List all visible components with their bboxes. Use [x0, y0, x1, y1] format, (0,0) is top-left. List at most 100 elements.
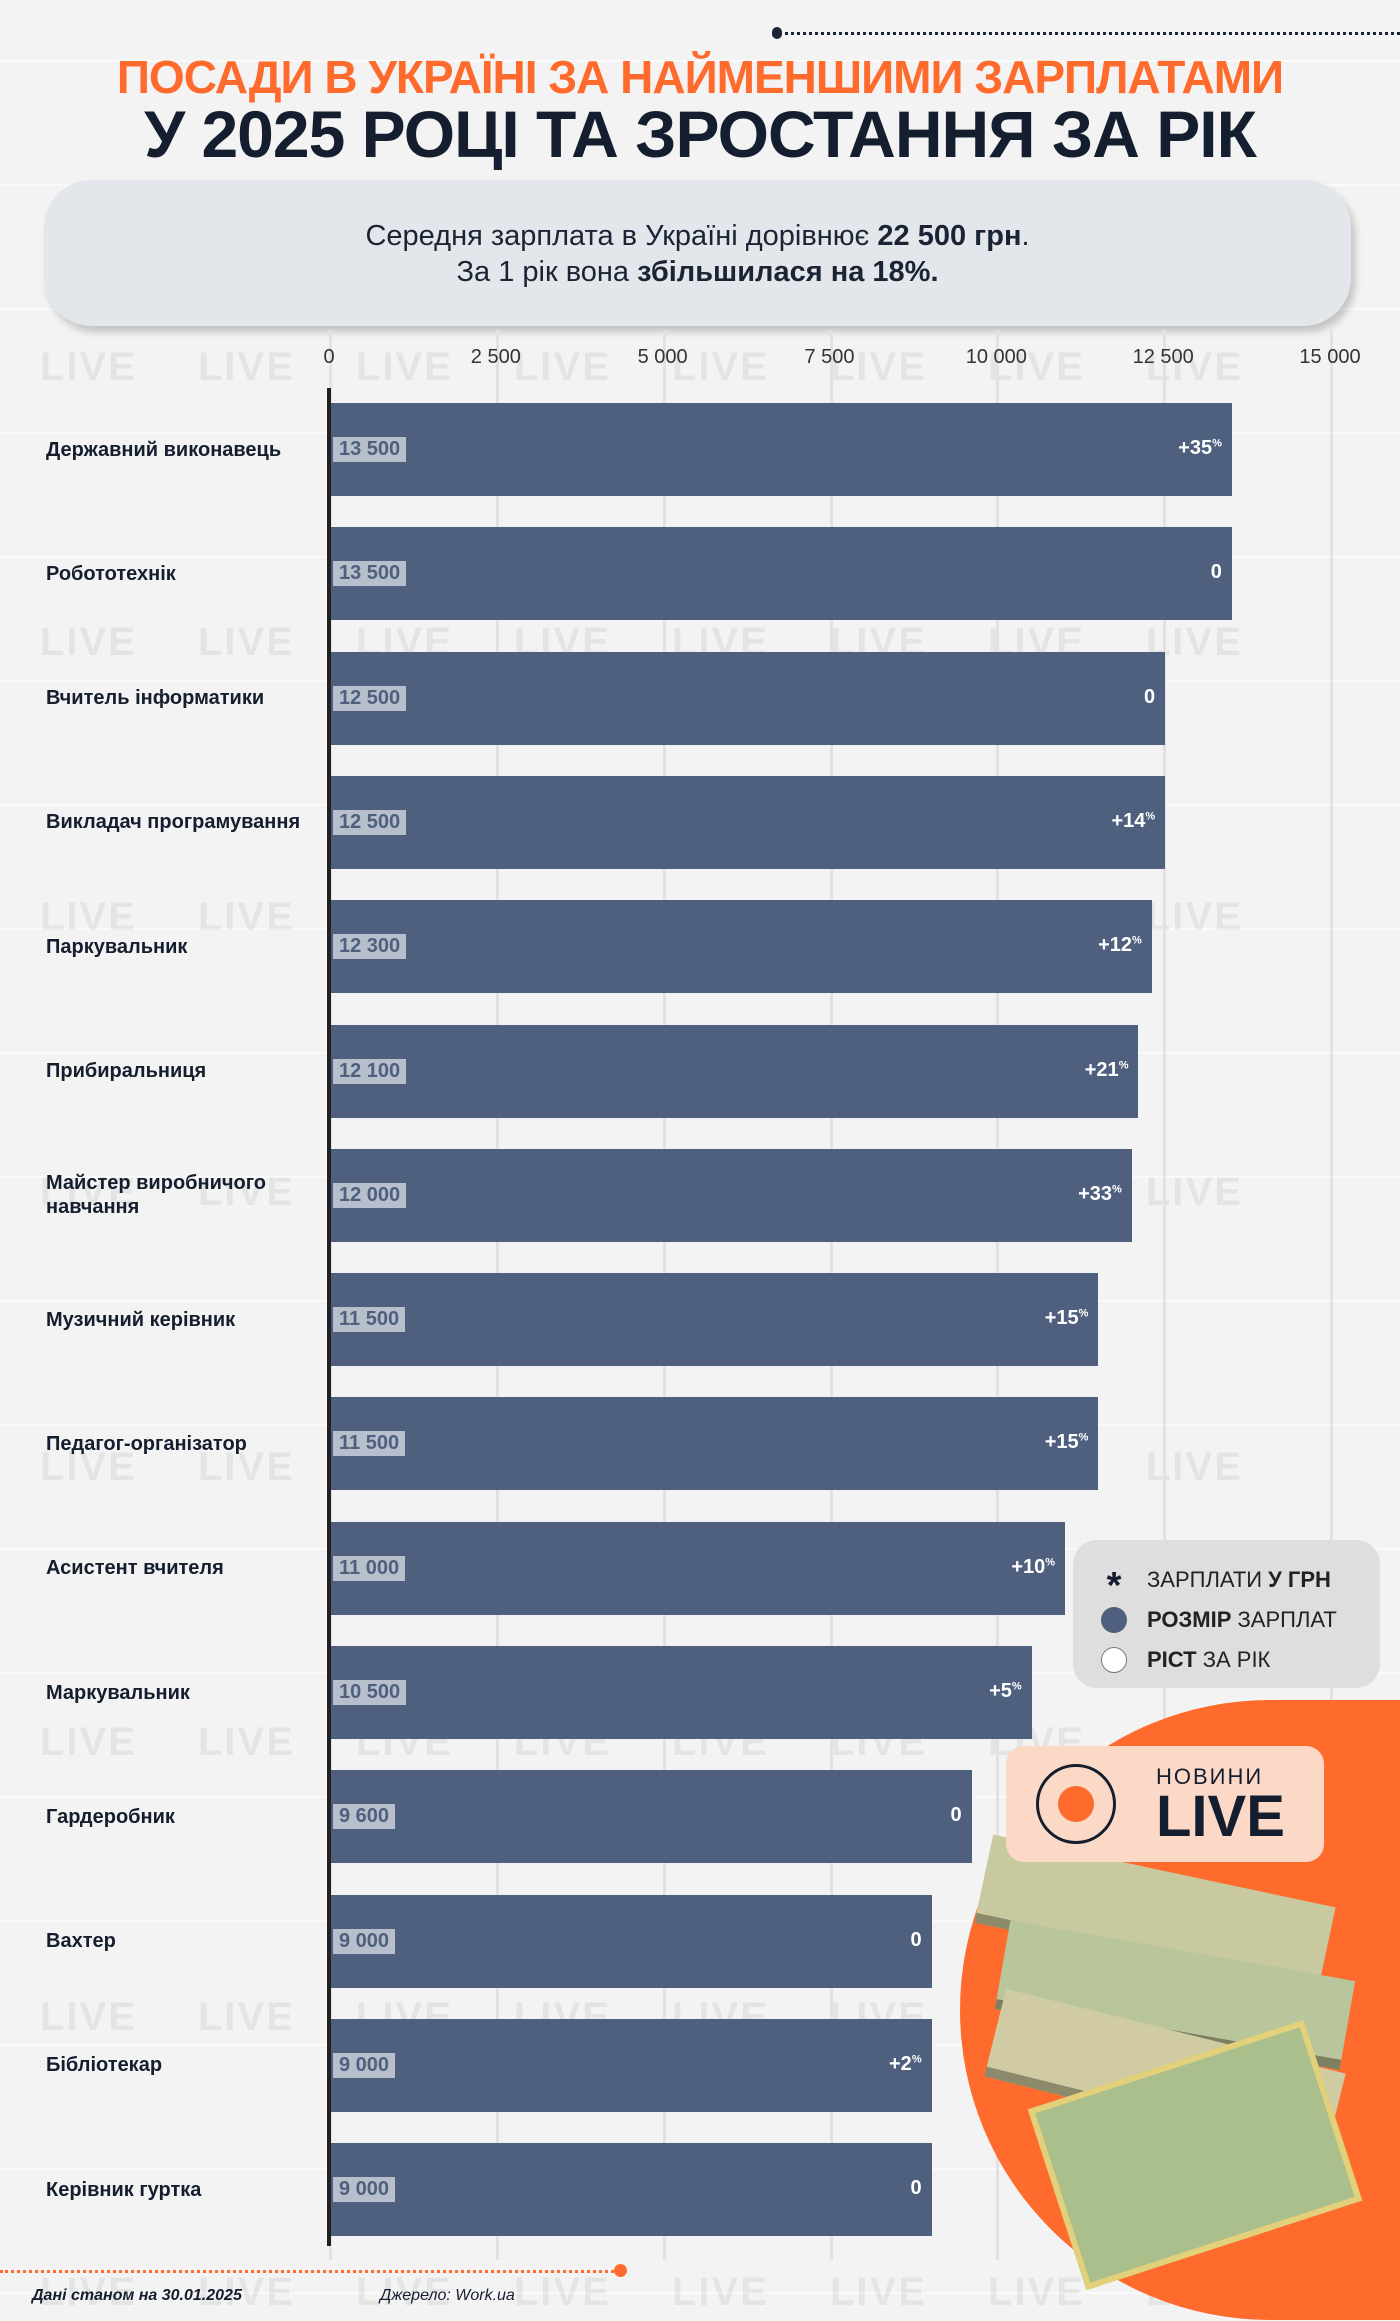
grid-line-horizontal [0, 2292, 1400, 2294]
salary-bar: 13 500 0 [331, 527, 1232, 621]
percent-sign: % [1112, 1183, 1122, 1196]
x-tick-label: 5 000 [637, 346, 688, 368]
growth-label: +15% [1045, 1431, 1089, 1454]
category-label: Вахтер [46, 1930, 116, 1953]
percent-sign: % [1212, 437, 1222, 450]
legend-label-bold: У ГРН [1268, 1567, 1331, 1592]
footer-dot [614, 2264, 627, 2277]
percent-sign: % [1078, 1431, 1089, 1444]
asterisk-icon: * [1106, 1565, 1122, 1607]
growth-label: +21% [1085, 1059, 1129, 1082]
growth-value: +15 [1044, 1431, 1079, 1454]
logo-circle-icon [1036, 1764, 1116, 1844]
salary-value-label: 11 500 [333, 1431, 406, 1457]
watermark: LIVE [40, 2270, 137, 2314]
grid-line-vertical [1330, 330, 1333, 2260]
legend-label: ЗАРПЛАТИ [1147, 1567, 1263, 1592]
average-salary: 22 500 грн [877, 220, 1022, 252]
salary-value-label: 10 500 [333, 1680, 407, 1705]
growth-label: +15% [1045, 1307, 1089, 1330]
watermark: LIVE [198, 1445, 295, 1489]
watermark: LIVE [672, 345, 769, 389]
x-tick-label: 7 500 [804, 346, 855, 368]
x-tick-label: 0 [323, 346, 335, 368]
watermark: LIVE [1146, 895, 1243, 939]
salary-bar: 11 000 +10% [331, 1521, 1066, 1615]
watermark: LIVE [40, 1720, 137, 1764]
watermark: LIVE [988, 2270, 1085, 2314]
white-circle-icon [1101, 1647, 1127, 1673]
growth-value: +14 [1111, 809, 1146, 832]
percent-sign: % [911, 2053, 922, 2066]
category-label: Гардеробник [46, 1805, 175, 1828]
growth-value: +35 [1178, 437, 1213, 459]
legend-label-bold: РОЗМІР [1147, 1607, 1232, 1632]
salary-bar: 13 500 +35% [331, 403, 1232, 496]
growth-value: +2 [889, 2052, 912, 2075]
salary-value-label: 12 000 [333, 1182, 407, 1208]
salary-value-label: 11 000 [333, 1555, 406, 1581]
blue-circle-icon [1101, 1607, 1127, 1633]
category-label: Маркувальник [46, 1681, 190, 1704]
watermark: LIVE [672, 2270, 769, 2314]
watermark: LIVE [40, 345, 137, 389]
salary-bar: 11 500 +15% [331, 1273, 1099, 1367]
salary-growth: збільшилася на 18%. [637, 256, 939, 288]
salary-bar: 10 500 +5% [331, 1646, 1032, 1739]
grid-line-horizontal [0, 60, 1400, 62]
watermark: LIVE [40, 620, 137, 664]
percent-sign: % [1118, 1058, 1129, 1071]
decor-dotted-line [778, 32, 1400, 35]
percent-sign: % [1011, 1680, 1022, 1693]
watermark: LIVE [198, 1170, 295, 1214]
growth-value: +5 [989, 1680, 1012, 1702]
growth-label: +35% [1178, 437, 1222, 460]
growth-value: 0 [910, 2177, 922, 2200]
x-tick-label: 10 000 [965, 346, 1027, 368]
grid-line-vertical [1163, 330, 1167, 2260]
salary-value-label: 12 500 [333, 809, 407, 835]
growth-label: 0 [1144, 686, 1155, 709]
x-tick-label: 15 000 [1299, 346, 1361, 368]
growth-value: +21 [1084, 1058, 1119, 1081]
salary-bar: 12 500 0 [331, 651, 1166, 745]
watermark: LIVE [198, 895, 295, 939]
summary-line-1: Середня зарплата в Україні дорівнює 22 5… [44, 218, 1351, 254]
summary-line-2: За 1 рік вона збільшилася на 18%. [44, 254, 1351, 290]
summary-text: За 1 рік вона [456, 256, 638, 288]
watermark: LIVE [198, 1995, 295, 2039]
summary-text: Середня зарплата в Україні дорівнює [365, 220, 878, 252]
watermark: LIVE [1146, 1445, 1243, 1489]
category-label: Бібліотекар [46, 2054, 163, 2077]
watermark: LIVE [40, 1995, 137, 2039]
legend-item-size: РОЗМІР ЗАРПЛАТ [1101, 1600, 1380, 1640]
footer-source: Джерело: Work.ua [380, 2287, 515, 2304]
growth-label: 0 [951, 1804, 962, 1827]
title-line-1: ПОСАДИ В УКРАЇНІ ЗА НАЙМЕНШИМИ ЗАРПЛАТАМ… [116, 51, 1284, 103]
growth-value: +33 [1078, 1182, 1113, 1205]
watermark: LIVE [40, 1445, 137, 1489]
growth-label: +5% [989, 1680, 1022, 1703]
watermark: LIVE [356, 2270, 453, 2314]
watermark: LIVE [1146, 1170, 1243, 1214]
growth-label: +14% [1111, 810, 1155, 833]
legend-item-currency: * ЗАРПЛАТИ У ГРН [1101, 1560, 1380, 1607]
category-label: Прибиральниця [46, 1060, 207, 1082]
growth-value: 0 [1144, 685, 1156, 708]
growth-label: +33% [1078, 1183, 1122, 1206]
salary-value-label: 11 500 [333, 1307, 406, 1333]
growth-value: +15 [1044, 1307, 1079, 1330]
salary-value-label: 12 100 [333, 1058, 407, 1084]
salary-value-label: 9 000 [333, 2052, 396, 2078]
footer-dotted-line [0, 2270, 620, 2273]
category-label: Майстер виробничого навчання [46, 1172, 266, 1219]
growth-value: 0 [950, 1804, 962, 1827]
watermark: LIVE [356, 345, 453, 389]
x-tick-label: 2 500 [470, 346, 521, 368]
category-label: Музичний керівник [46, 1308, 236, 1331]
category-label: Керівник гуртка [46, 2178, 202, 2201]
salary-bar: 11 500 +15% [331, 1397, 1099, 1491]
percent-sign: % [1145, 810, 1156, 823]
decor-dot [772, 27, 782, 39]
salary-bar: 9 000 0 [331, 2143, 932, 2237]
